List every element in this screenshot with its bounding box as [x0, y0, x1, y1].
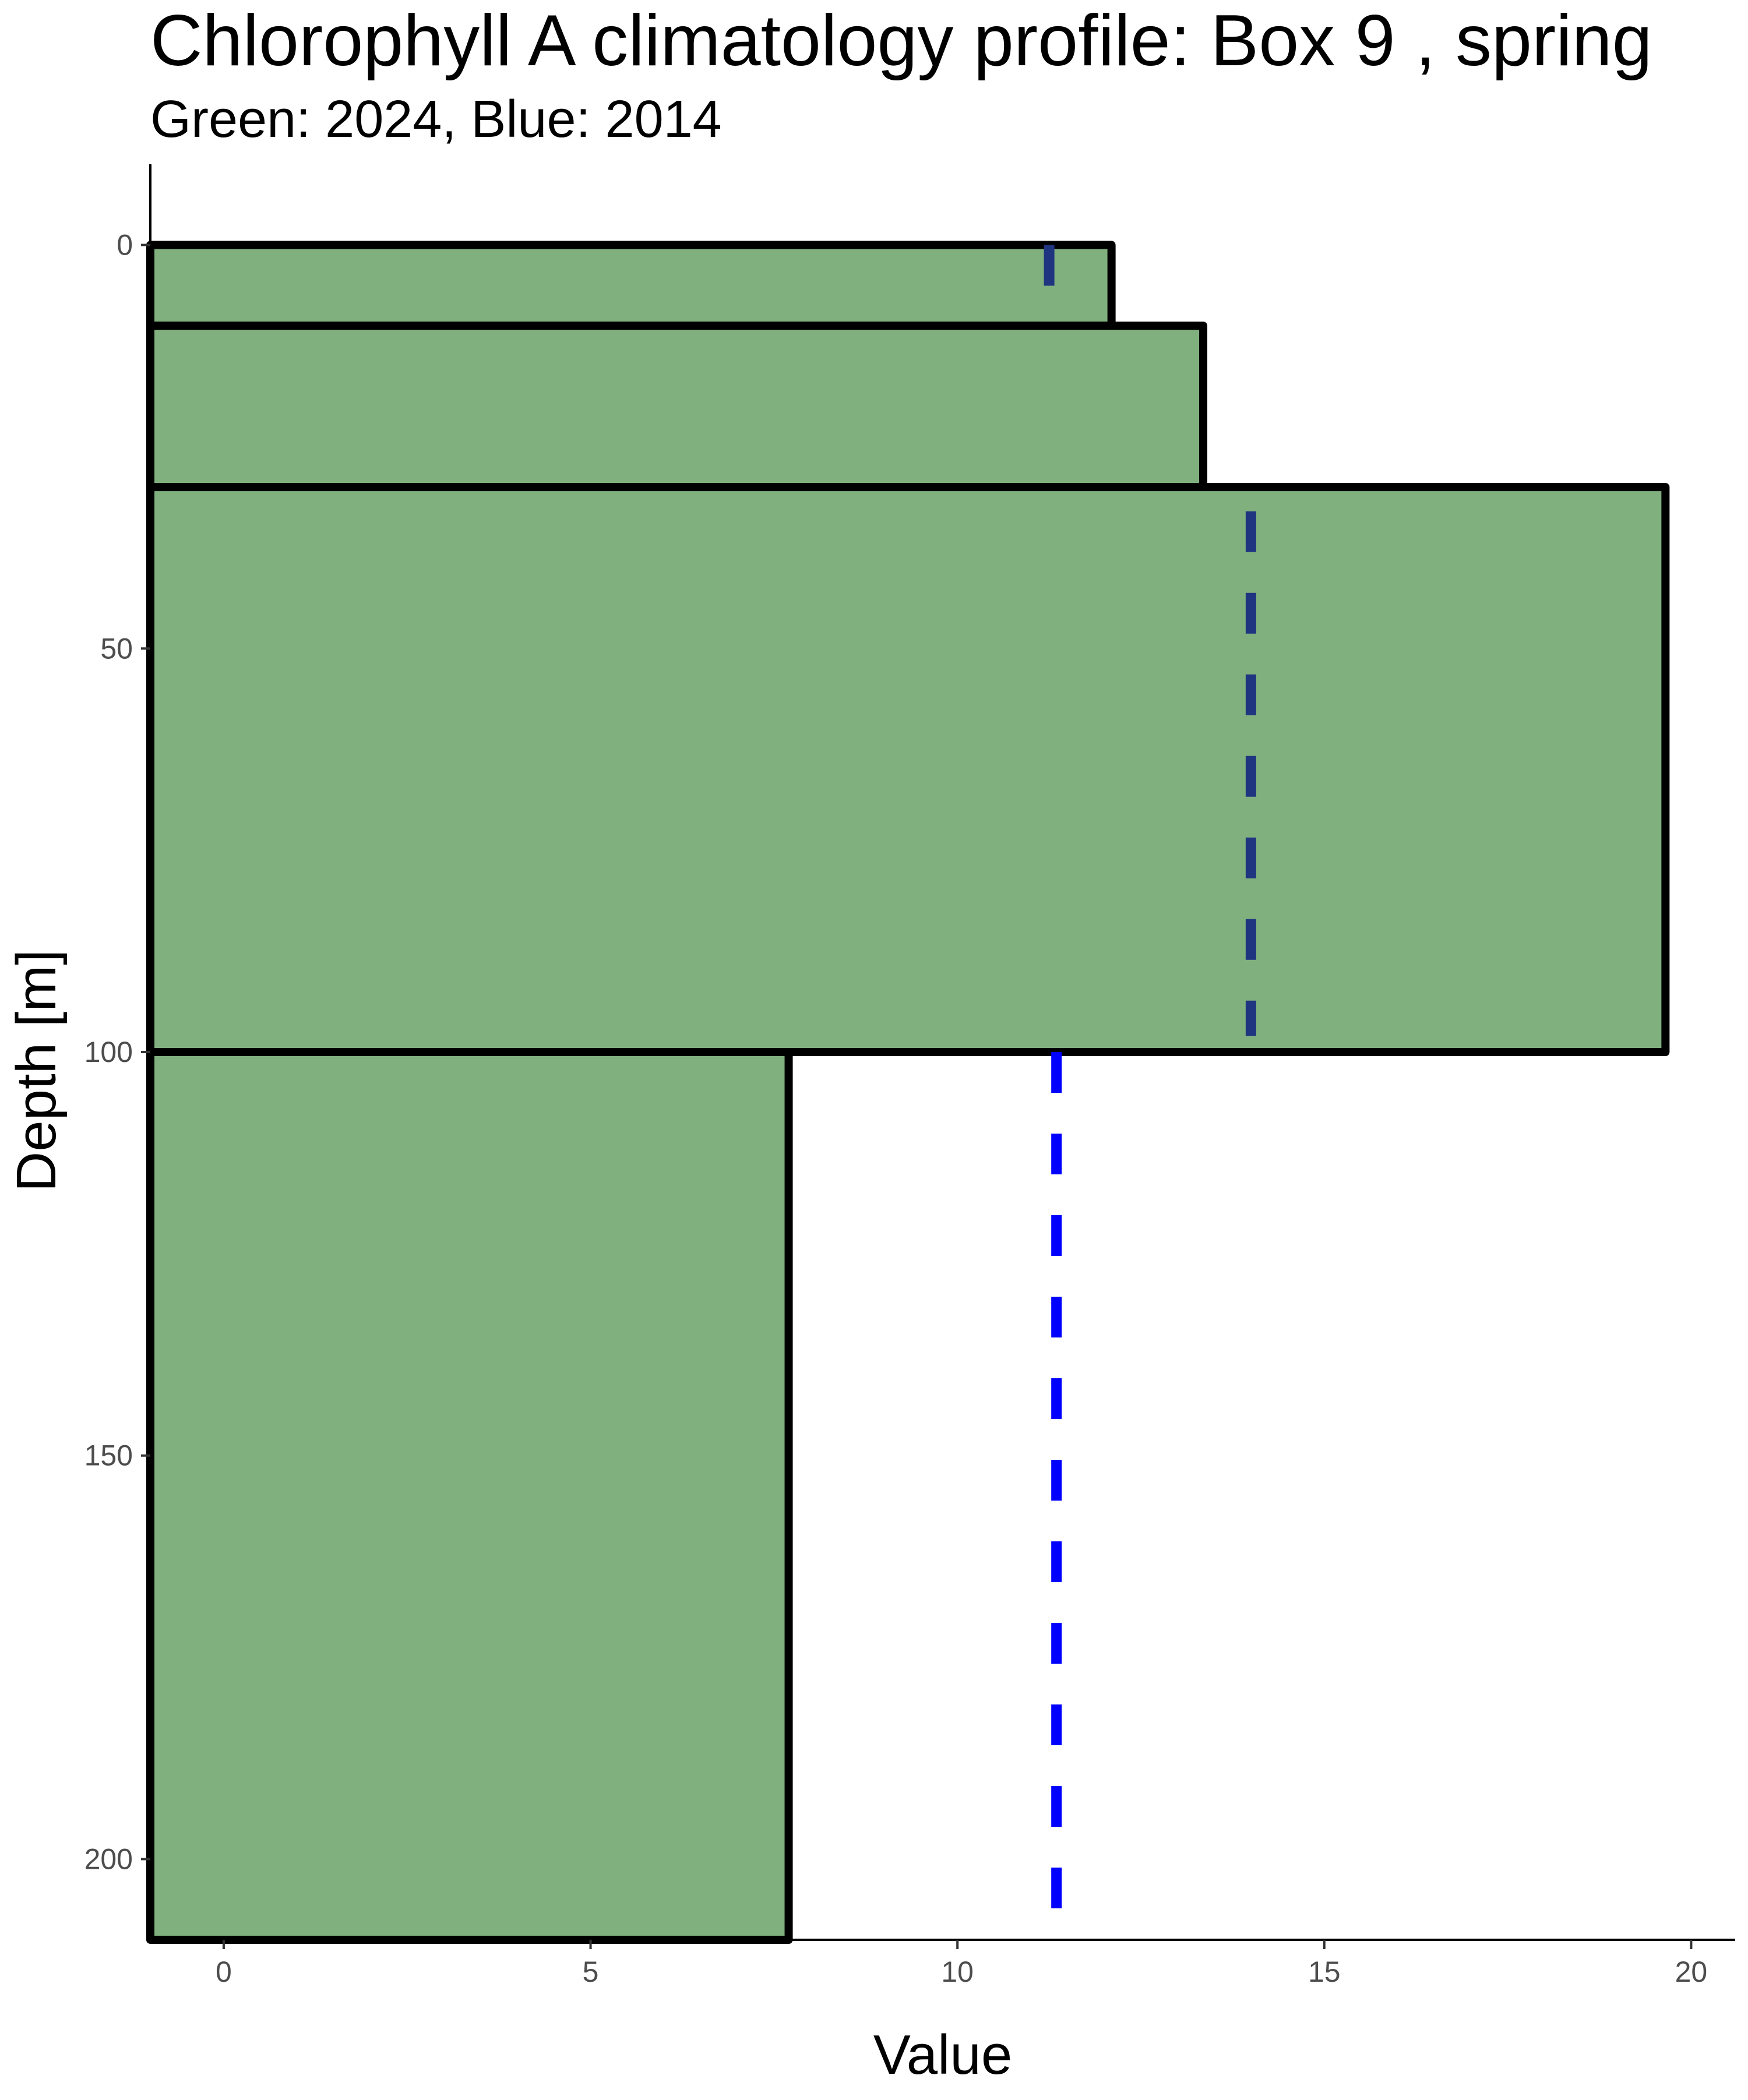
bar-2024-2 — [146, 483, 1670, 1056]
x-tick-label-0: 0 — [216, 1956, 232, 1988]
bar-2024-0 — [146, 241, 1116, 330]
y-tick-label-1: 50 — [100, 632, 133, 665]
plot-area — [146, 241, 1670, 1944]
x-tick-label-1: 5 — [583, 1956, 599, 1988]
y-tick-label-2: 100 — [84, 1036, 133, 1068]
y-tick-label-0: 0 — [117, 229, 133, 262]
x-tick-label-3: 15 — [1308, 1956, 1341, 1988]
x-tick-label-4: 20 — [1675, 1956, 1708, 1988]
bar-2024-1 — [146, 322, 1208, 492]
x-axis-title: Value — [873, 2024, 1012, 2086]
bar-2024-3 — [146, 1048, 793, 1944]
y-axis-title: Depth [m] — [5, 950, 68, 1192]
chart-subtitle: Green: 2024, Blue: 2014 — [150, 90, 722, 149]
chart-title: Chlorophyll A climatology profile: Box 9… — [150, 1, 1652, 81]
y-tick-label-3: 150 — [84, 1439, 133, 1472]
x-tick-label-2: 10 — [941, 1956, 974, 1988]
y-tick-label-4: 200 — [84, 1843, 133, 1875]
